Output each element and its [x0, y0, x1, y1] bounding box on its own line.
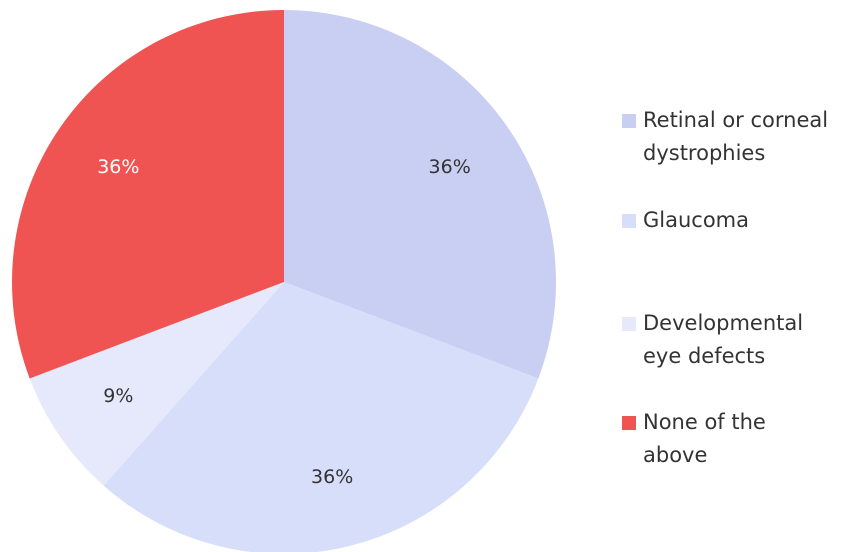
legend: Retinal or corneal dystrophies Glaucoma De…	[622, 0, 863, 552]
legend-label: None of the above	[643, 410, 766, 467]
legend-swatch	[622, 317, 636, 331]
slice-label: 36%	[311, 466, 353, 488]
legend-swatch	[622, 214, 636, 228]
legend-label: Retinal or corneal dystrophies	[643, 108, 829, 165]
chart: 36% 36% 9% 36%	[12, 10, 556, 552]
legend-swatch	[622, 416, 636, 430]
legend-item: None of the above	[622, 406, 793, 472]
legend-label: Glaucoma	[643, 208, 750, 232]
pie-slice	[29, 282, 284, 486]
pie-slice	[12, 10, 284, 379]
slice-label: 36%	[429, 156, 471, 178]
slice-label: 9%	[103, 385, 133, 407]
legend-swatch	[622, 114, 636, 128]
legend-item: Developmental eye defects	[622, 307, 818, 373]
legend-label: Developmental eye defects	[643, 311, 804, 368]
legend-item: Retinal or corneal dystrophies	[622, 104, 863, 170]
pie-slice	[103, 282, 539, 552]
slice-label: 36%	[97, 156, 139, 178]
legend-item: Glaucoma	[622, 204, 843, 237]
pie-slice	[284, 10, 556, 379]
